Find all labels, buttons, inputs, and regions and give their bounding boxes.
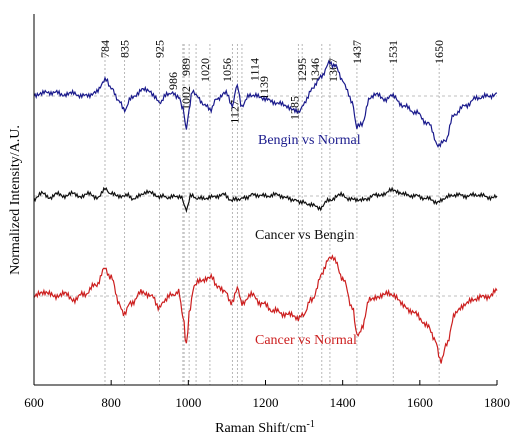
series-label: Cancer vs Bengin <box>255 228 355 243</box>
x-axis-title-main: Raman Shift/cm <box>215 421 306 436</box>
peak-label: 1127 <box>227 100 241 124</box>
x-tick-label: 1400 <box>330 395 356 410</box>
x-tick-label: 800 <box>101 395 121 410</box>
peak-label: 1002 <box>179 86 193 110</box>
peak-label: 1531 <box>386 40 400 64</box>
x-tick-label: 1600 <box>407 395 433 410</box>
peak-label: 1056 <box>220 58 234 82</box>
x-tick-label: 1000 <box>175 395 201 410</box>
series-label: Cancer vs Normal <box>255 333 357 348</box>
series-labels: Bengin vs Normal Cancer vs Bengin Cancer v… <box>255 133 361 348</box>
x-axis-title-superscript: -1 <box>307 419 315 430</box>
peak-label: 925 <box>152 40 166 58</box>
peak-label: 986 <box>166 72 180 90</box>
x-axis-title: Raman Shift/cm-1 <box>215 419 315 436</box>
series-line <box>33 186 498 214</box>
spectra-series <box>33 59 498 364</box>
peak-label: 1020 <box>198 58 212 82</box>
peak-label: 1114 <box>247 58 261 81</box>
series-line <box>33 59 498 148</box>
peak-label: 1285 <box>287 96 301 120</box>
peak-label: 784 <box>98 40 112 58</box>
peak-label: 1346 <box>308 58 322 82</box>
peak-label: 1650 <box>432 40 446 64</box>
x-tick-label: 1200 <box>253 395 279 410</box>
y-axis-title: Normalized Intensity/A.U. <box>8 125 23 275</box>
x-tick-label: 1800 <box>484 395 510 410</box>
x-tick-label: 600 <box>24 395 44 410</box>
peak-label: 1139 <box>257 76 271 100</box>
series-label: Bengin vs Normal <box>258 133 361 148</box>
peak-label: 1437 <box>350 40 364 64</box>
peak-label: 1295 <box>295 58 309 82</box>
x-axis: 600 800 1000 1200 1400 1600 1800 <box>24 14 510 410</box>
peak-label: 989 <box>179 58 193 76</box>
peak-label: 835 <box>118 40 132 58</box>
series-line <box>33 254 498 364</box>
